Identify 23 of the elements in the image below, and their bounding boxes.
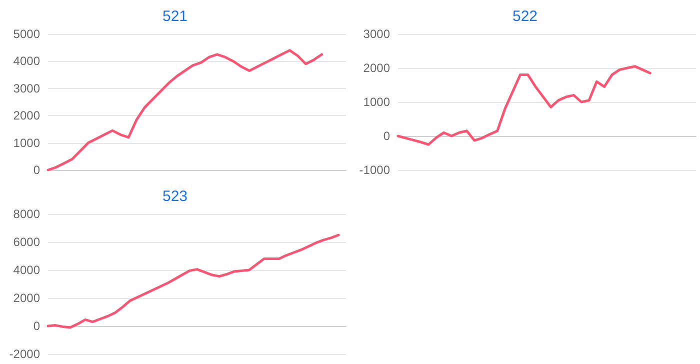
y-tick-label: 2000 (13, 291, 40, 305)
y-tick-label: 4000 (13, 263, 40, 277)
y-tick-label: 2000 (13, 108, 40, 123)
y-tick-label: 2000 (363, 61, 390, 75)
y-tick-label: -1000 (359, 163, 390, 177)
y-tick-label: 6000 (13, 235, 40, 249)
chart-title: 523 (162, 188, 188, 205)
y-tick-label: 0 (33, 163, 40, 177)
line-series (396, 65, 652, 146)
y-tick-label: 1000 (363, 95, 390, 109)
chart-title: 521 (162, 8, 188, 25)
y-tick-label: 0 (383, 129, 390, 143)
y-tick-label: 5000 (13, 27, 40, 41)
y-tick-label: 8000 (13, 207, 40, 221)
line-series (46, 234, 340, 329)
line-series (46, 49, 324, 172)
y-tick-label: -2000 (9, 347, 40, 361)
y-tick-label: 3000 (363, 27, 390, 41)
y-tick-label: 4000 (13, 54, 40, 68)
chart-title: 522 (512, 8, 538, 25)
y-tick-label: 3000 (13, 81, 40, 96)
y-tick-label: 1000 (13, 136, 40, 150)
y-tick-label: 0 (33, 319, 40, 333)
